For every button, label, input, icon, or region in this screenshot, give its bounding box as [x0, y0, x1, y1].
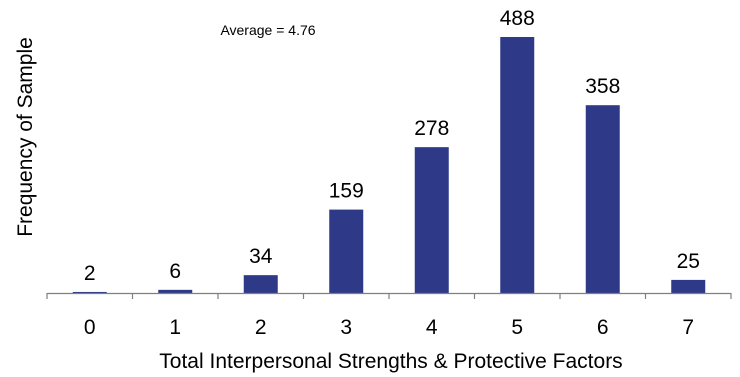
- data-label-1: 6: [169, 260, 181, 283]
- x-tick-label-5: 5: [511, 316, 523, 339]
- x-tick-label-2: 2: [255, 316, 267, 339]
- x-tick-label-1: 1: [169, 316, 181, 339]
- bar-3: [329, 209, 364, 293]
- data-label-2: 34: [249, 245, 273, 268]
- data-label-6: 358: [585, 75, 620, 98]
- data-label-0: 2: [84, 262, 96, 285]
- x-tick-label-4: 4: [426, 316, 438, 339]
- x-tick-label-3: 3: [340, 316, 352, 339]
- bar-6: [585, 105, 620, 293]
- x-axis-title: Total Interpersonal Strengths & Protecti…: [159, 350, 622, 373]
- bar-0: [72, 291, 107, 293]
- bar-1: [158, 289, 193, 293]
- bar-5: [500, 37, 535, 293]
- average-annotation: Average = 4.76: [220, 22, 315, 38]
- x-tick-label-7: 7: [682, 316, 694, 339]
- data-label-7: 25: [677, 250, 700, 273]
- bar-7: [671, 279, 706, 293]
- bar-2: [243, 275, 278, 293]
- x-tick-label-0: 0: [84, 316, 96, 339]
- x-tick-labels: 0 1 2 3 4 5 6 7: [84, 316, 694, 339]
- bar-4: [414, 147, 449, 293]
- data-label-4: 278: [414, 117, 449, 140]
- x-axis: [46, 292, 732, 299]
- bars-layer: [72, 37, 706, 293]
- data-labels-layer: 2 6 34 159 278 488 358 25: [84, 7, 700, 285]
- data-label-5: 488: [500, 7, 535, 30]
- y-axis-title: Frequency of Sample: [14, 37, 37, 237]
- data-label-3: 159: [329, 180, 364, 203]
- x-tick-label-6: 6: [597, 316, 609, 339]
